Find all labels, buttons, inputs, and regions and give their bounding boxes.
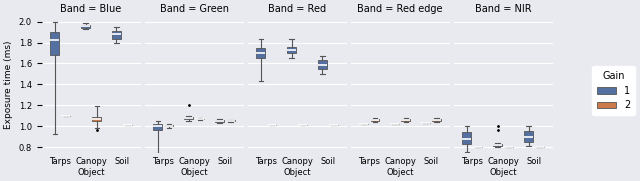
Legend: 1, 2: 1, 2 bbox=[592, 66, 635, 115]
PathPatch shape bbox=[432, 119, 441, 121]
Title: Band = Red edge: Band = Red edge bbox=[357, 4, 443, 14]
PathPatch shape bbox=[164, 125, 173, 126]
PathPatch shape bbox=[401, 119, 410, 121]
PathPatch shape bbox=[215, 120, 224, 122]
PathPatch shape bbox=[51, 32, 59, 55]
PathPatch shape bbox=[81, 25, 90, 28]
Title: Band = Red: Band = Red bbox=[268, 4, 326, 14]
PathPatch shape bbox=[184, 117, 193, 119]
PathPatch shape bbox=[287, 47, 296, 53]
PathPatch shape bbox=[112, 31, 121, 39]
PathPatch shape bbox=[493, 144, 502, 146]
PathPatch shape bbox=[92, 117, 101, 121]
PathPatch shape bbox=[318, 60, 327, 69]
PathPatch shape bbox=[257, 48, 265, 58]
PathPatch shape bbox=[371, 119, 379, 121]
PathPatch shape bbox=[154, 124, 162, 130]
PathPatch shape bbox=[227, 120, 235, 121]
Y-axis label: Exposure time (ms): Exposure time (ms) bbox=[4, 40, 13, 129]
Title: Band = Blue: Band = Blue bbox=[61, 4, 122, 14]
PathPatch shape bbox=[463, 132, 471, 144]
PathPatch shape bbox=[524, 131, 533, 142]
Title: Band = Green: Band = Green bbox=[159, 4, 228, 14]
Title: Band = NIR: Band = NIR bbox=[475, 4, 531, 14]
